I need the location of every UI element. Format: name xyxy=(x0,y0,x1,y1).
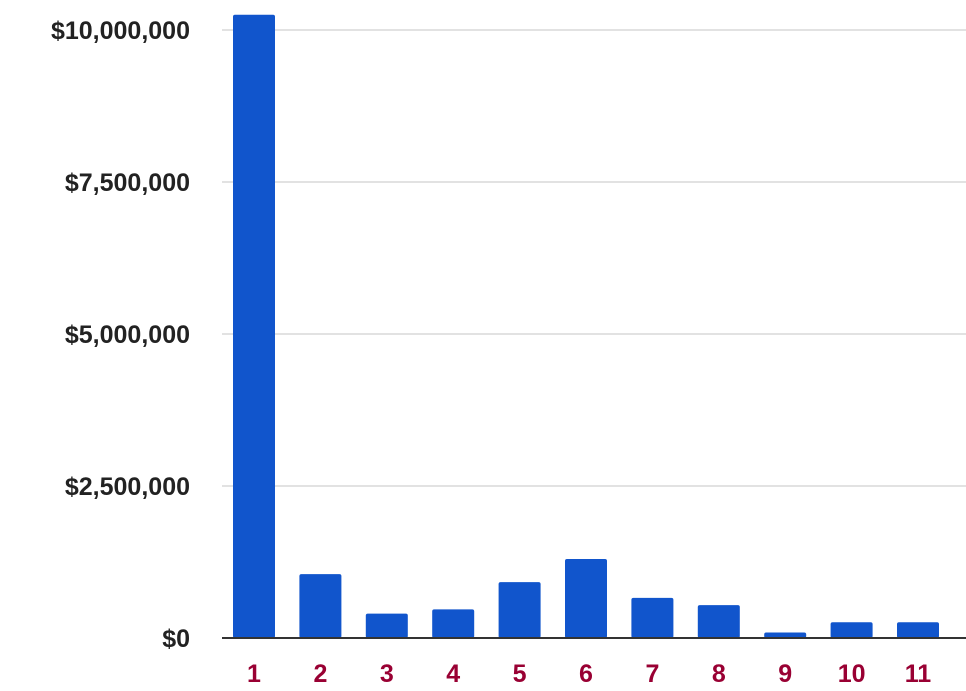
bar-6 xyxy=(565,558,607,638)
bar-5 xyxy=(498,582,541,638)
bar-11 xyxy=(897,622,939,638)
x-tick-label: 3 xyxy=(380,660,394,686)
bar-3 xyxy=(365,613,408,638)
x-tick-label: 10 xyxy=(838,660,866,686)
x-tick-label: 2 xyxy=(313,660,327,686)
x-tick-label: 4 xyxy=(446,660,460,686)
bar-4 xyxy=(432,609,475,638)
bar-7 xyxy=(631,597,674,638)
bar-9 xyxy=(764,632,807,638)
x-tick-labels: 1 2 3 4 5 6 7 8 9 10 11 xyxy=(247,660,932,688)
bars xyxy=(233,14,939,639)
bar-8 xyxy=(697,605,740,638)
y-tick-labels: $0 $2,500,000 $5,000,000 $7,500,000 $10,000,… xyxy=(51,17,190,653)
x-tick-label: 9 xyxy=(778,660,792,686)
x-tick-label: 11 xyxy=(905,660,932,686)
y-tick-label: $7,500,000 xyxy=(65,169,190,197)
y-tick-label: $2,500,000 xyxy=(65,473,190,501)
y-tick-label: $0 xyxy=(162,625,190,653)
x-tick-label: 1 xyxy=(247,660,261,686)
y-tick-label: $10,000,000 xyxy=(51,17,190,45)
x-tick-label: 6 xyxy=(579,660,593,686)
gridlines xyxy=(222,29,966,487)
bar-1 xyxy=(233,14,275,639)
bar-10 xyxy=(830,622,873,638)
x-tick-label: 7 xyxy=(645,660,659,686)
bar-2 xyxy=(299,574,342,638)
y-tick-label: $5,000,000 xyxy=(65,321,190,349)
x-tick-label: 8 xyxy=(712,660,726,686)
x-tick-label: 5 xyxy=(513,660,527,686)
